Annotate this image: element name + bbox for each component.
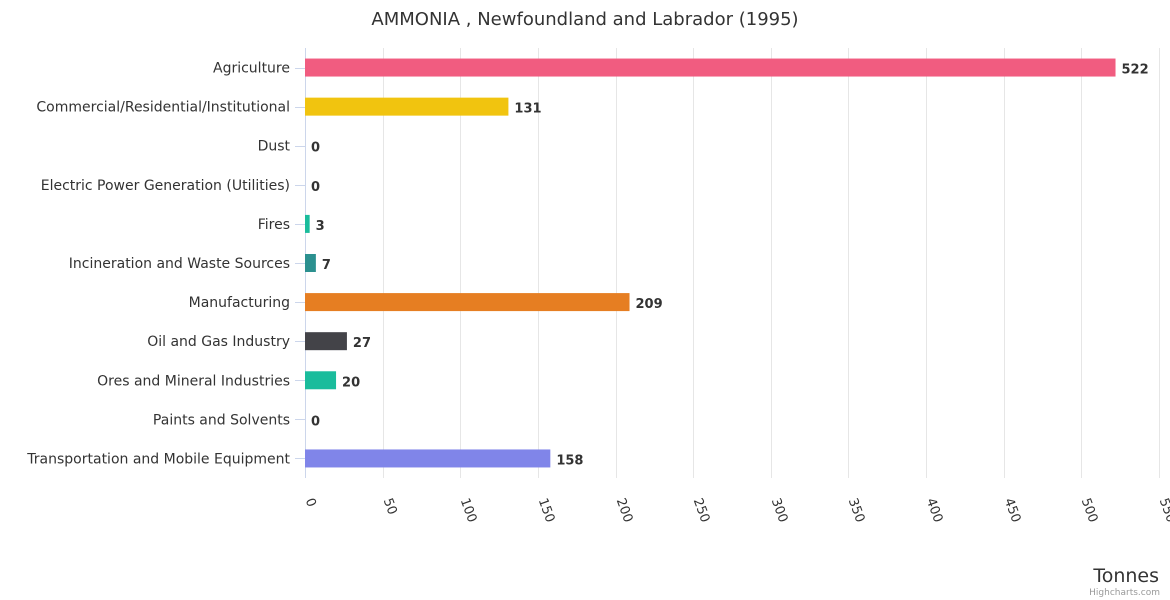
x-tick-label: 350 bbox=[845, 496, 868, 524]
data-label: 27 bbox=[353, 336, 371, 351]
bar bbox=[305, 214, 310, 233]
category-label: Transportation and Mobile Equipment bbox=[26, 451, 290, 467]
data-label: 0 bbox=[311, 180, 320, 195]
bar bbox=[305, 371, 337, 390]
category-label: Ores and Mineral Industries bbox=[97, 373, 290, 389]
axis-title: Tonnes bbox=[1092, 565, 1159, 587]
x-tick-label: 0 bbox=[302, 496, 319, 509]
chart-title: AMMONIA , Newfoundland and Labrador (199… bbox=[371, 9, 798, 30]
x-tick-label: 550 bbox=[1156, 496, 1170, 524]
data-label: 522 bbox=[1122, 63, 1149, 78]
data-label: 131 bbox=[514, 102, 541, 117]
bar bbox=[305, 332, 347, 351]
x-tick-label: 250 bbox=[690, 496, 713, 524]
category-label: Dust bbox=[258, 139, 291, 155]
bar bbox=[305, 449, 551, 468]
x-tick-label: 100 bbox=[457, 496, 480, 524]
category-label: Electric Power Generation (Utilities) bbox=[41, 178, 290, 194]
category-label: Paints and Solvents bbox=[153, 412, 290, 428]
data-label: 7 bbox=[322, 258, 331, 273]
data-label: 3 bbox=[316, 219, 325, 234]
category-label: Commercial/Residential/Institutional bbox=[36, 100, 290, 116]
data-label: 20 bbox=[342, 375, 360, 390]
bar bbox=[305, 58, 1116, 77]
x-tick-label: 400 bbox=[923, 496, 946, 524]
category-label: Incineration and Waste Sources bbox=[69, 256, 290, 272]
data-label: 0 bbox=[311, 414, 320, 429]
bar bbox=[305, 293, 630, 312]
category-label: Oil and Gas Industry bbox=[147, 334, 290, 350]
bar bbox=[305, 97, 509, 116]
x-tick-label: 500 bbox=[1078, 496, 1101, 524]
bar bbox=[305, 254, 316, 272]
data-label: 209 bbox=[636, 297, 663, 312]
category-label: Agriculture bbox=[213, 61, 290, 77]
x-tick-label: 200 bbox=[613, 496, 636, 524]
credit-link[interactable]: Highcharts.com bbox=[1089, 588, 1160, 598]
x-tick-label: 150 bbox=[535, 496, 558, 524]
category-label: Fires bbox=[258, 217, 290, 233]
data-label: 0 bbox=[311, 141, 320, 156]
x-tick-label: 450 bbox=[1001, 496, 1024, 524]
category-label: Manufacturing bbox=[189, 295, 290, 311]
data-label: 158 bbox=[556, 453, 583, 468]
x-tick-label: 50 bbox=[380, 496, 400, 517]
x-tick-label: 300 bbox=[768, 496, 791, 524]
